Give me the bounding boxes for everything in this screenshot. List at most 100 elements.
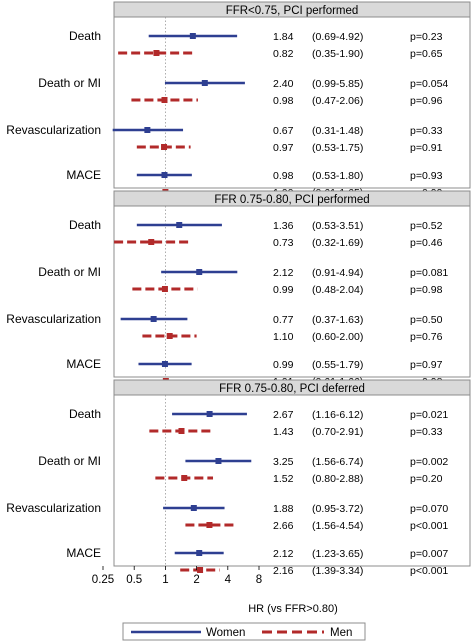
- panel-title: FFR 0.75-0.80, PCI performed: [214, 194, 369, 206]
- hr-value: 0.73: [273, 237, 294, 249]
- hr-point-men: [197, 567, 204, 573]
- legend-label-men: Men: [330, 627, 352, 639]
- hr-value: 0.99: [273, 359, 294, 371]
- hr-point-women: [206, 411, 213, 417]
- p-value: p=0.021: [410, 409, 448, 421]
- x-tick-label: 4: [225, 574, 232, 586]
- x-tick-label: 0.25: [92, 574, 114, 586]
- x-tick-label: 8: [256, 574, 262, 586]
- legend-box: [122, 622, 366, 641]
- ci-value: (0.47-2.06): [312, 95, 363, 107]
- x-tick-label: 1: [162, 574, 168, 586]
- hr-point-women: [196, 269, 203, 275]
- legend-label-women: Women: [206, 627, 245, 639]
- hr-value: 1.52: [273, 473, 294, 485]
- outcome-label: Death or MI: [38, 265, 101, 279]
- hr-point-women: [201, 80, 208, 86]
- panel-header: [113, 190, 471, 207]
- p-value: p=0.081: [410, 267, 448, 279]
- hr-point-women: [215, 458, 222, 464]
- p-value: p=0.52: [410, 220, 443, 232]
- hr-value: 0.98: [273, 170, 294, 182]
- p-value: p=0.46: [410, 237, 443, 249]
- p-value: p=0.96: [410, 95, 443, 107]
- hr-point-women: [196, 550, 203, 556]
- p-value: p<0.001: [410, 565, 448, 577]
- p-value: p=0.50: [410, 314, 443, 326]
- hr-value: 1.43: [273, 426, 294, 438]
- ci-value: (0.53-1.75): [312, 142, 363, 154]
- hr-point-women: [161, 172, 168, 178]
- hr-value: 1.10: [273, 331, 294, 343]
- ci-value: (1.39-3.34): [312, 565, 363, 577]
- outcome-label: Death: [69, 407, 101, 421]
- hr-value: 1.36: [273, 220, 294, 232]
- outcome-label: Death or MI: [38, 454, 101, 468]
- hr-point-men: [161, 97, 168, 103]
- p-value: p=0.76: [410, 331, 443, 343]
- hr-value: 2.67: [273, 409, 294, 421]
- outcome-label: Death: [69, 29, 101, 43]
- ci-value: (0.95-3.72): [312, 503, 363, 515]
- hr-point-men: [153, 50, 160, 56]
- p-value: p=0.20: [410, 473, 443, 485]
- ci-value: (0.53-1.80): [312, 170, 363, 182]
- hr-value: 1.84: [273, 31, 294, 43]
- hr-value: 0.97: [273, 142, 294, 154]
- ci-value: (0.69-4.92): [312, 31, 363, 43]
- hr-value: 0.82: [273, 48, 294, 60]
- p-value: p=0.93: [410, 170, 443, 182]
- hr-point-men: [161, 144, 168, 150]
- hr-point-men: [166, 333, 173, 339]
- hr-value: 0.67: [273, 125, 294, 137]
- panel-header: [113, 379, 471, 396]
- ci-value: (1.56-6.74): [312, 456, 363, 468]
- ci-value: (1.56-4.54): [312, 520, 363, 532]
- hr-point-women: [190, 505, 197, 511]
- p-value: p=0.65: [410, 48, 443, 60]
- panel-title: FFR 0.75-0.80, PCI deferred: [219, 383, 365, 395]
- ci-value: (0.55-1.79): [312, 359, 363, 371]
- hr-point-women: [144, 127, 151, 133]
- panel-frame: [113, 379, 471, 567]
- hr-value: 0.77: [273, 314, 294, 326]
- ci-value: (0.99-5.85): [312, 78, 363, 90]
- ci-value: (0.35-1.90): [312, 48, 363, 60]
- p-value: p=0.054: [410, 78, 448, 90]
- outcome-label: MACE: [66, 357, 101, 371]
- ci-value: (0.48-2.04): [312, 284, 363, 296]
- hr-value: 2.12: [273, 548, 294, 560]
- x-axis-label: HR (vs FFR>0.80): [248, 603, 338, 615]
- ci-value: (0.70-2.91): [312, 426, 363, 438]
- hr-point-women: [161, 361, 168, 367]
- panel-header: [113, 1, 471, 18]
- hr-point-men: [148, 239, 155, 245]
- ci-value: (0.37-1.63): [312, 314, 363, 326]
- ci-value: (0.60-2.00): [312, 331, 363, 343]
- x-tick-label: 2: [193, 574, 199, 586]
- panel-frame: [113, 1, 471, 189]
- ci-value: (0.31-1.48): [312, 125, 363, 137]
- hr-value: 2.12: [273, 267, 294, 279]
- p-value: p=0.007: [410, 548, 448, 560]
- outcome-label: MACE: [66, 168, 101, 182]
- outcome-label: Death or MI: [38, 76, 101, 90]
- ci-value: (1.23-3.65): [312, 548, 363, 560]
- p-value: p=0.33: [410, 125, 443, 137]
- ci-value: (0.32-1.69): [312, 237, 363, 249]
- p-value: p=0.33: [410, 426, 443, 438]
- p-value: p=0.97: [410, 359, 443, 371]
- hr-point-men: [181, 475, 188, 481]
- outcome-label: Revascularization: [6, 501, 101, 515]
- x-tick-label: 0.5: [126, 574, 142, 586]
- p-value: p=0.002: [410, 456, 448, 468]
- ci-value: (0.91-4.94): [312, 267, 363, 279]
- hr-value: 0.99: [273, 284, 294, 296]
- outcome-label: Death: [69, 218, 101, 232]
- hr-value: 2.16: [273, 565, 294, 577]
- outcome-label: Revascularization: [6, 312, 101, 326]
- hr-point-men: [206, 522, 213, 528]
- ci-value: (0.53-3.51): [312, 220, 363, 232]
- p-value: p=0.23: [410, 31, 443, 43]
